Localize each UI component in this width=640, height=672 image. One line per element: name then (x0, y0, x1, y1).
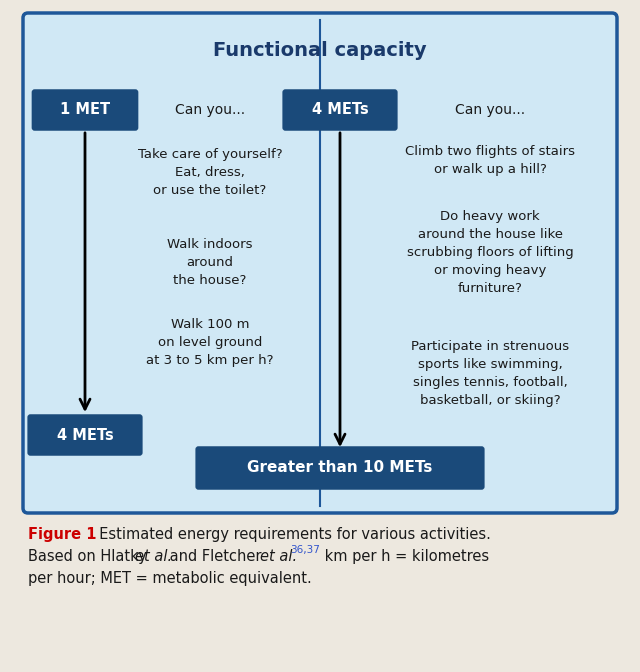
Text: 4 METs: 4 METs (56, 427, 113, 442)
Text: Figure 1: Figure 1 (28, 527, 97, 542)
Text: Do heavy work
around the house like
scrubbing floors of lifting
or moving heavy
: Do heavy work around the house like scru… (406, 210, 573, 295)
Text: Participate in strenuous
sports like swimming,
singles tennis, football,
basketb: Participate in strenuous sports like swi… (411, 340, 569, 407)
Text: et al.: et al. (260, 549, 297, 564)
Text: 4 METs: 4 METs (312, 103, 369, 118)
Text: Estimated energy requirements for various activities.: Estimated energy requirements for variou… (90, 527, 491, 542)
FancyBboxPatch shape (282, 89, 397, 131)
Text: per hour; MET = metabolic equivalent.: per hour; MET = metabolic equivalent. (28, 571, 312, 586)
Text: Based on Hlatky: Based on Hlatky (28, 549, 152, 564)
Text: and Fletcher: and Fletcher (165, 549, 266, 564)
FancyBboxPatch shape (28, 414, 143, 456)
FancyBboxPatch shape (195, 446, 484, 490)
Text: Functional capacity: Functional capacity (213, 40, 427, 60)
Text: km per h = kilometres: km per h = kilometres (320, 549, 489, 564)
Text: Walk 100 m
on level ground
at 3 to 5 km per h?: Walk 100 m on level ground at 3 to 5 km … (147, 318, 274, 367)
Text: Walk indoors
around
the house?: Walk indoors around the house? (167, 238, 253, 287)
Text: 36,37: 36,37 (290, 545, 320, 555)
Text: Can you...: Can you... (175, 103, 245, 117)
Text: Can you...: Can you... (455, 103, 525, 117)
Text: 1 MET: 1 MET (60, 103, 110, 118)
FancyBboxPatch shape (23, 13, 617, 513)
Text: et al.: et al. (135, 549, 172, 564)
FancyBboxPatch shape (31, 89, 138, 131)
Text: Greater than 10 METs: Greater than 10 METs (247, 460, 433, 476)
Text: Take care of yourself?
Eat, dress,
or use the toilet?: Take care of yourself? Eat, dress, or us… (138, 148, 282, 197)
Text: Climb two flights of stairs
or walk up a hill?: Climb two flights of stairs or walk up a… (405, 145, 575, 176)
